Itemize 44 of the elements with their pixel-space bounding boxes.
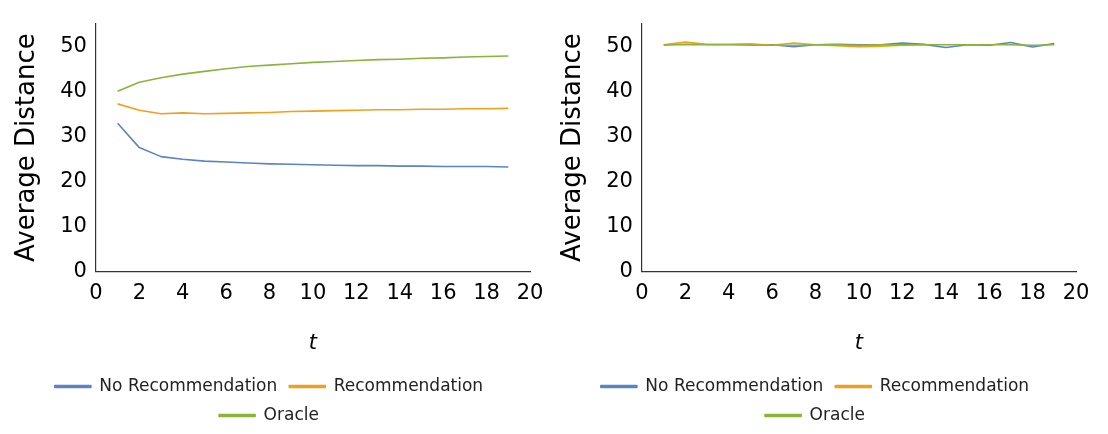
x-tick-label: 12 — [343, 279, 370, 304]
y-tick-label: 40 — [606, 77, 633, 102]
x-tick-label: 2 — [132, 279, 147, 304]
legend-label: No Recommendation — [645, 374, 824, 395]
y-tick-label: 40 — [60, 77, 87, 102]
y-tick-label: 50 — [606, 32, 633, 57]
x-axis-title: t — [308, 329, 318, 354]
legend-label: Recommendation — [879, 374, 1030, 395]
x-tick-label: 18 — [1019, 279, 1046, 304]
x-axis-title: t — [854, 329, 864, 354]
y-axis-title: Average Distance — [556, 33, 587, 262]
x-tick-label: 8 — [262, 279, 277, 304]
x-tick-label: 20 — [516, 279, 544, 304]
y-tick-label: 20 — [606, 167, 633, 192]
x-tick-label: 10 — [845, 279, 873, 304]
y-axis-title: Average Distance — [10, 33, 41, 262]
x-tick-label: 6 — [219, 279, 233, 304]
x-tick-label: 2 — [678, 279, 693, 304]
x-tick-label: 18 — [473, 279, 500, 304]
y-tick-label: 20 — [60, 167, 87, 192]
x-tick-label: 4 — [722, 279, 736, 304]
x-tick-label: 14 — [932, 279, 960, 304]
x-tick-label: 6 — [765, 279, 779, 304]
x-tick-label: 16 — [429, 279, 457, 304]
legend-label: Recommendation — [333, 374, 484, 395]
x-tick-label: 0 — [635, 279, 649, 304]
y-tick-label: 30 — [606, 122, 633, 147]
x-tick-label: 16 — [975, 279, 1003, 304]
x-tick-label: 12 — [889, 279, 916, 304]
x-tick-label: 4 — [176, 279, 190, 304]
x-tick-label: 14 — [386, 279, 414, 304]
x-tick-label: 10 — [299, 279, 327, 304]
x-tick-label: 20 — [1062, 279, 1090, 304]
y-tick-label: 10 — [606, 212, 633, 237]
legend-label: Oracle — [809, 403, 865, 424]
y-tick-label: 30 — [60, 122, 87, 147]
y-tick-label: 10 — [60, 212, 87, 237]
y-tick-label: 50 — [60, 32, 87, 57]
x-tick-label: 8 — [808, 279, 823, 304]
y-tick-label: 0 — [619, 258, 633, 283]
legend-label: Oracle — [263, 403, 319, 424]
legend-label: No Recommendation — [99, 374, 278, 395]
x-tick-label: 0 — [89, 279, 103, 304]
y-tick-label: 0 — [73, 258, 87, 283]
